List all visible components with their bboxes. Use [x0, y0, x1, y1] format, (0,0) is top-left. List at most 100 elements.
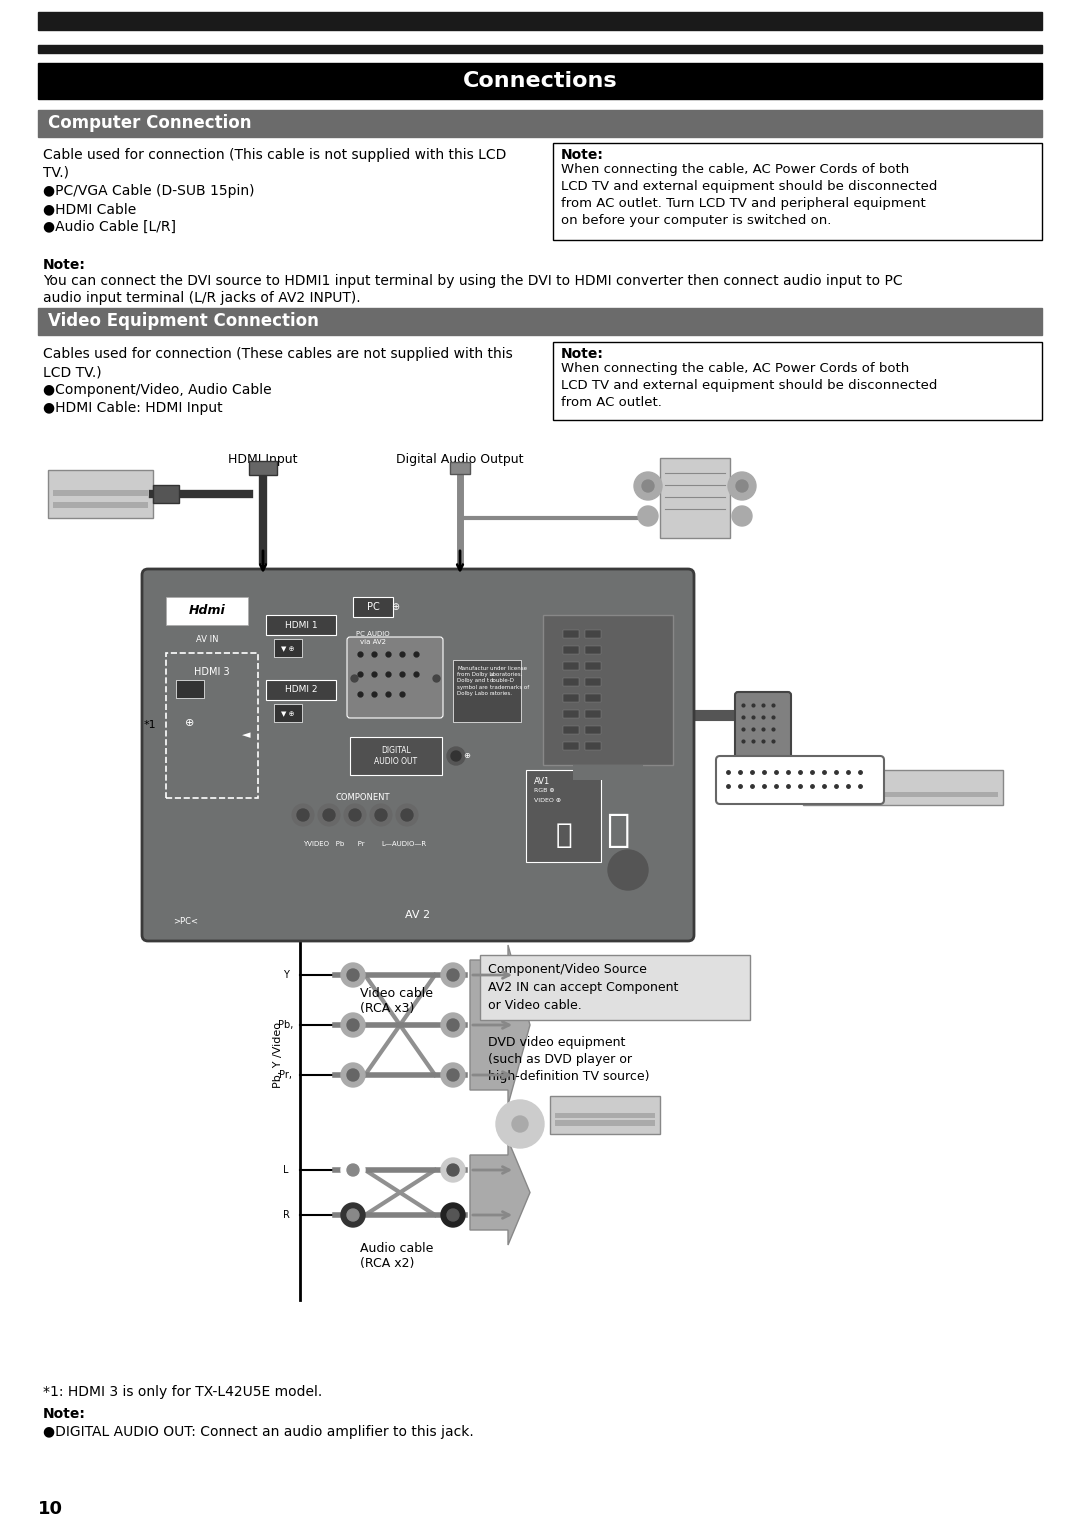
Text: R: R — [283, 1210, 289, 1219]
Circle shape — [341, 1203, 365, 1227]
Text: Cables used for connection (These cables are not supplied with this: Cables used for connection (These cables… — [43, 348, 513, 362]
Bar — [38, 44, 1042, 54]
Bar — [38, 110, 1042, 136]
Text: ●DIGITAL AUDIO OUT: Connect an audio amplifier to this jack.: ●DIGITAL AUDIO OUT: Connect an audio amp… — [43, 1425, 474, 1439]
Text: high-definition TV source): high-definition TV source) — [488, 1069, 649, 1083]
Circle shape — [447, 1069, 459, 1082]
Circle shape — [396, 804, 418, 826]
Text: DIGITAL
AUDIO OUT: DIGITAL AUDIO OUT — [375, 746, 418, 766]
FancyBboxPatch shape — [716, 755, 885, 804]
Bar — [166, 653, 258, 798]
Circle shape — [447, 1164, 459, 1177]
Text: Audio cable
(RCA x2): Audio cable (RCA x2) — [360, 1242, 433, 1270]
Bar — [553, 342, 1042, 420]
Bar — [350, 737, 442, 775]
Bar — [453, 660, 521, 722]
Circle shape — [634, 472, 662, 499]
Bar — [543, 614, 673, 764]
Text: Hdmi: Hdmi — [189, 605, 226, 617]
Text: >PC<: >PC< — [173, 916, 198, 925]
Circle shape — [370, 804, 392, 826]
Bar — [585, 741, 600, 751]
Circle shape — [441, 1158, 465, 1183]
Text: AV1: AV1 — [534, 777, 550, 786]
Text: ●Component/Video, Audio Cable: ●Component/Video, Audio Cable — [43, 383, 272, 397]
Bar — [450, 463, 470, 473]
Circle shape — [375, 809, 387, 821]
Text: ▼ ⊕: ▼ ⊕ — [281, 711, 295, 717]
Text: or Video cable.: or Video cable. — [488, 999, 582, 1013]
Bar — [550, 1095, 660, 1134]
Bar — [553, 142, 1042, 241]
Circle shape — [512, 1115, 528, 1132]
Bar — [249, 461, 276, 475]
Text: from AC outlet.: from AC outlet. — [561, 395, 662, 409]
Bar — [38, 12, 1042, 31]
Bar — [585, 630, 600, 637]
Text: Pb, Y /Video: Pb, Y /Video — [273, 1022, 283, 1088]
Text: *1: HDMI 3 is only for TX-L42U5E model.: *1: HDMI 3 is only for TX-L42U5E model. — [43, 1385, 322, 1399]
Circle shape — [347, 1069, 359, 1082]
Bar — [48, 470, 153, 518]
Text: (such as DVD player or: (such as DVD player or — [488, 1052, 632, 1066]
Bar — [266, 614, 336, 634]
Bar — [526, 771, 600, 863]
Circle shape — [732, 506, 752, 525]
Bar — [563, 726, 579, 734]
Polygon shape — [470, 1140, 530, 1246]
Circle shape — [441, 1063, 465, 1088]
Circle shape — [441, 964, 465, 987]
Text: DVD video equipment: DVD video equipment — [488, 1036, 625, 1049]
Text: ▼ ⊕: ▼ ⊕ — [281, 647, 295, 653]
Bar — [585, 679, 600, 686]
Bar — [38, 308, 1042, 336]
Bar — [585, 694, 600, 702]
Bar — [585, 726, 600, 734]
Circle shape — [318, 804, 340, 826]
Bar — [555, 1120, 654, 1126]
Circle shape — [638, 506, 658, 525]
Circle shape — [297, 809, 309, 821]
Text: on before your computer is switched on.: on before your computer is switched on. — [561, 214, 832, 227]
Text: You can connect the DVI source to HDMI1 input terminal by using the DVI to HDMI : You can connect the DVI source to HDMI1 … — [43, 274, 903, 288]
Text: ●PC/VGA Cable (D-SUB 15pin): ●PC/VGA Cable (D-SUB 15pin) — [43, 184, 255, 198]
Text: 𝄞: 𝄞 — [555, 821, 571, 849]
Bar — [563, 647, 579, 654]
Circle shape — [347, 1164, 359, 1177]
Circle shape — [292, 804, 314, 826]
Text: PC AUDIO
via AV2: PC AUDIO via AV2 — [356, 631, 390, 645]
Text: L: L — [283, 1164, 288, 1175]
Text: Pb,: Pb, — [279, 1020, 294, 1030]
Bar — [353, 597, 393, 617]
Bar — [808, 792, 998, 797]
Circle shape — [441, 1013, 465, 1037]
Text: When connecting the cable, AC Power Cords of both: When connecting the cable, AC Power Cord… — [561, 162, 909, 176]
Text: *1: *1 — [144, 720, 157, 731]
Circle shape — [441, 1203, 465, 1227]
Bar — [585, 647, 600, 654]
Text: from AC outlet. Turn LCD TV and peripheral equipment: from AC outlet. Turn LCD TV and peripher… — [561, 198, 926, 210]
Bar — [563, 709, 579, 719]
Bar — [166, 597, 248, 625]
Circle shape — [341, 964, 365, 987]
Text: TV.): TV.) — [43, 165, 69, 179]
Circle shape — [345, 804, 366, 826]
Text: ◄: ◄ — [242, 731, 251, 740]
Circle shape — [347, 970, 359, 980]
Text: HDMI 2: HDMI 2 — [285, 685, 318, 694]
Text: HDMI 3: HDMI 3 — [194, 666, 230, 677]
Bar — [274, 705, 302, 722]
Text: ⊕: ⊕ — [391, 602, 400, 611]
Text: Cable used for connection (This cable is not supplied with this LCD: Cable used for connection (This cable is… — [43, 149, 507, 162]
Circle shape — [447, 1209, 459, 1221]
Bar — [153, 486, 179, 502]
Bar — [274, 639, 302, 657]
Text: When connecting the cable, AC Power Cords of both: When connecting the cable, AC Power Cord… — [561, 362, 909, 375]
FancyBboxPatch shape — [141, 568, 694, 941]
Text: Computer Connection: Computer Connection — [48, 115, 252, 132]
Text: LCD TV and external equipment should be disconnected: LCD TV and external equipment should be … — [561, 179, 937, 193]
Text: ●Audio Cable [L/R]: ●Audio Cable [L/R] — [43, 221, 176, 234]
Text: ●HDMI Cable: HDMI Input: ●HDMI Cable: HDMI Input — [43, 401, 222, 415]
Text: 10: 10 — [38, 1500, 63, 1518]
Text: Note:: Note: — [561, 348, 604, 362]
